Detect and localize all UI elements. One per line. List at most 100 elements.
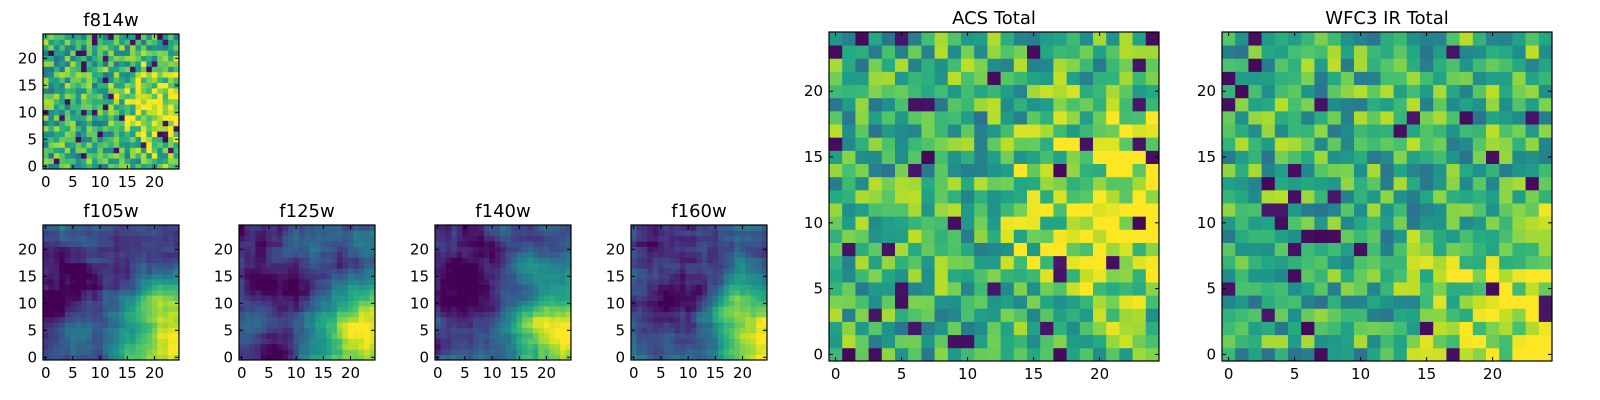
heatmap-cell	[1106, 71, 1120, 86]
heatmap-cell	[119, 273, 125, 280]
heatmap-cell	[974, 71, 988, 86]
heatmap-cell	[81, 125, 87, 132]
heatmap-cell	[761, 349, 768, 355]
heatmap-cell	[1446, 268, 1460, 283]
heatmap-cell	[451, 354, 458, 361]
heatmap-cell	[309, 284, 316, 291]
heatmap-cell	[1235, 295, 1249, 309]
heatmap-cell	[157, 61, 164, 67]
heatmap-cell	[364, 284, 370, 291]
heatmap-cell	[1053, 347, 1067, 362]
heatmap-cell	[1079, 84, 1094, 99]
heatmap-cell	[353, 311, 360, 318]
heatmap-cell	[113, 306, 120, 312]
heatmap-cell	[947, 282, 962, 296]
heatmap-cell	[636, 257, 643, 264]
heatmap-cell	[287, 273, 294, 280]
heatmap-cell	[135, 273, 142, 280]
heatmap-cell	[652, 343, 659, 350]
heatmap-cell	[718, 322, 724, 328]
heatmap-cell	[696, 252, 703, 258]
heatmap-cell	[135, 55, 142, 62]
heatmap-cell	[647, 306, 654, 312]
heatmap-cell	[140, 284, 147, 291]
heatmap-cell	[462, 268, 469, 274]
heatmap-cell	[1053, 110, 1067, 125]
heatmap-cell	[320, 295, 327, 301]
heatmap-cell	[244, 225, 251, 231]
heatmap-cell	[701, 241, 708, 247]
heatmap-cells-f814w	[43, 34, 180, 170]
heatmap-cell	[48, 343, 55, 350]
heatmap-cell	[135, 230, 142, 237]
heatmap-cell	[331, 349, 338, 355]
heatmap-cell	[59, 158, 66, 164]
heatmap-cell	[347, 268, 354, 274]
heatmap-cell	[75, 295, 82, 301]
heatmap-cell	[124, 289, 131, 296]
heatmap-cell	[75, 66, 82, 73]
heatmap-cell	[1472, 321, 1487, 336]
x-tick-label: 15	[118, 364, 137, 382]
heatmap-cell	[140, 327, 147, 334]
heatmap-cell	[130, 241, 136, 247]
heatmap-cell	[641, 316, 648, 323]
heatmap-cell	[353, 327, 360, 334]
heatmap-cell	[157, 77, 164, 83]
heatmap-cell	[707, 333, 713, 339]
heatmap-cell	[1433, 255, 1447, 270]
heatmap-cell	[151, 136, 158, 143]
heatmap-cell	[113, 136, 120, 143]
heatmap-cell	[679, 246, 686, 253]
heatmap-cell	[53, 241, 60, 247]
x-tick-label: 20	[145, 173, 164, 191]
heatmap-cell	[921, 84, 935, 99]
heatmap-cell	[108, 82, 115, 89]
heatmap-cell	[538, 322, 545, 328]
heatmap-cell	[43, 125, 49, 132]
heatmap-cell	[1222, 321, 1236, 336]
heatmap-cell	[685, 284, 692, 291]
heatmap-cell	[1301, 32, 1315, 46]
heatmap-cell	[91, 98, 98, 105]
heatmap-cell	[1145, 203, 1160, 217]
heatmap-cell	[1119, 176, 1133, 191]
heatmap-cell	[1013, 334, 1028, 349]
heatmap-cell	[658, 349, 665, 355]
heatmap-cell	[554, 343, 561, 350]
heatmap-cell	[336, 322, 343, 328]
heatmap-cell	[282, 327, 289, 334]
heatmap-cell	[663, 252, 670, 258]
heatmap-cell	[91, 82, 98, 89]
heatmap-cell	[304, 322, 311, 328]
heatmap-cell	[277, 306, 283, 312]
heatmap-cell	[1406, 189, 1421, 204]
heatmap-cell	[451, 289, 458, 296]
heatmap-cell	[53, 77, 60, 83]
heatmap-cell	[842, 137, 856, 151]
heatmap-cell	[91, 311, 98, 318]
heatmap-cell	[91, 252, 98, 258]
heatmap-cell	[1538, 32, 1553, 46]
heatmap-cell	[842, 347, 856, 362]
heatmap-cell	[70, 88, 77, 94]
heatmap-cell	[500, 354, 507, 361]
heatmap-cell	[723, 327, 730, 334]
heatmap-cell	[663, 246, 670, 253]
heatmap-cell	[1354, 203, 1368, 217]
heatmap-cell	[527, 306, 534, 312]
heatmap-cell	[631, 343, 637, 350]
heatmap-cell	[1486, 71, 1500, 86]
heatmap-cell	[124, 262, 131, 269]
x-tick-label: 5	[460, 364, 470, 382]
heatmap-cell	[1027, 189, 1041, 204]
heatmap-cell	[119, 306, 125, 312]
heatmap-cell	[1406, 110, 1421, 125]
heatmap-cell	[1393, 229, 1408, 243]
heatmap-cell	[707, 349, 713, 355]
heatmap-cell	[369, 349, 376, 355]
heatmap-cell	[1420, 282, 1434, 296]
heatmap-cell	[48, 88, 55, 94]
heatmap-cell	[685, 311, 692, 318]
x-tick-label: 10	[91, 173, 110, 191]
